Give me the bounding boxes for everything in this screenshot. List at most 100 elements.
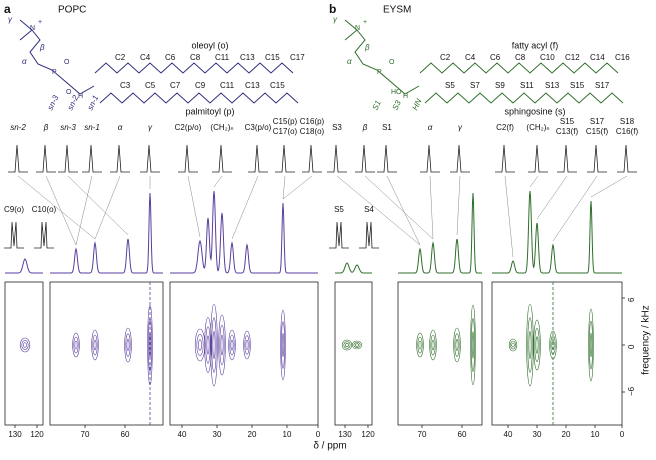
contour xyxy=(416,332,424,358)
contour xyxy=(219,324,225,366)
atom-label: HO xyxy=(391,89,402,96)
connector xyxy=(94,175,121,240)
inset-peak xyxy=(4,221,24,249)
carbon-label: C17 xyxy=(290,53,305,62)
mini-peak xyxy=(82,144,102,173)
contour xyxy=(210,303,218,387)
x-tick-label: 40 xyxy=(504,430,513,439)
contour xyxy=(229,334,235,356)
headgroup-label: γ xyxy=(333,15,338,24)
contour xyxy=(429,329,437,361)
headgroup-label: γ xyxy=(8,15,13,24)
spectrum xyxy=(170,190,318,274)
mini-peak xyxy=(377,144,397,173)
peak-label: C2(p/o) xyxy=(175,123,202,132)
carbon-label: C16 xyxy=(615,53,630,62)
inset-peak xyxy=(329,221,349,249)
peak-label: C18(o) xyxy=(300,127,325,136)
contour xyxy=(23,342,27,348)
mini-peak xyxy=(212,144,232,173)
contour-box xyxy=(49,281,164,426)
backbone-label: S3 xyxy=(391,99,404,112)
carbon-label: C5 xyxy=(145,81,156,90)
contour xyxy=(218,314,226,376)
contour xyxy=(431,339,435,351)
mini-peak xyxy=(617,144,637,173)
headgroup-label: β xyxy=(364,43,370,52)
bond xyxy=(29,29,95,95)
contour xyxy=(589,320,593,370)
mini-peak xyxy=(178,144,198,173)
contour xyxy=(74,340,78,350)
atom-label: H xyxy=(403,93,408,100)
carbon-label: C13 xyxy=(245,81,260,90)
x-tick-label: 130 xyxy=(8,430,22,439)
x-tick-label: 10 xyxy=(283,430,292,439)
peak-label: C16(p) xyxy=(300,117,325,126)
mini-peak xyxy=(248,144,268,173)
contour-box xyxy=(334,281,373,426)
mini-peak xyxy=(557,144,577,173)
carbon-label: S15 xyxy=(570,81,585,90)
atom-label: O xyxy=(389,59,395,66)
contour xyxy=(212,331,216,359)
contour xyxy=(72,332,80,358)
carbon-label: S11 xyxy=(520,81,534,90)
x-tick-label: 40 xyxy=(178,430,187,439)
backbone-label: S1 xyxy=(371,99,383,112)
contour xyxy=(430,334,436,356)
carbon-label: C12 xyxy=(565,53,580,62)
carbon-label: C2 xyxy=(440,53,451,62)
chain-name: sphingosine (s) xyxy=(504,106,565,116)
mini-peak xyxy=(528,144,548,173)
contour xyxy=(470,304,476,386)
contour xyxy=(511,342,515,348)
connector xyxy=(213,175,223,188)
mini-peak xyxy=(36,144,56,173)
peak-label: S1 xyxy=(382,123,392,132)
carbon-label: C4 xyxy=(465,53,476,62)
peak-label: S18 xyxy=(620,117,635,126)
peak-label: C3(p/o) xyxy=(245,123,272,132)
contour xyxy=(589,332,593,358)
connector xyxy=(17,175,96,240)
atom-label: N xyxy=(30,25,35,32)
contour xyxy=(125,333,131,357)
peak-label: α xyxy=(118,123,123,132)
connector xyxy=(552,175,598,242)
contour xyxy=(417,336,423,354)
carbon-label: S17 xyxy=(595,81,610,90)
contour xyxy=(281,321,285,369)
contour xyxy=(198,339,202,351)
x-tick-label: 60 xyxy=(458,430,467,439)
contour xyxy=(126,339,130,351)
atom-label: P xyxy=(377,69,382,76)
contour xyxy=(281,333,285,357)
peak-label: γ xyxy=(458,123,463,132)
carbon-label: S13 xyxy=(545,81,560,90)
chain xyxy=(94,62,294,74)
carbon-label: C15 xyxy=(270,81,285,90)
carbon-label: C8 xyxy=(190,53,201,62)
contour xyxy=(341,339,353,351)
connector xyxy=(386,175,421,246)
contour xyxy=(92,334,98,356)
carbon-label: C9 xyxy=(195,81,206,90)
contour xyxy=(508,338,518,352)
x-tick-label: 70 xyxy=(418,430,427,439)
connector xyxy=(504,175,514,258)
connector xyxy=(282,175,286,200)
y-tick-label: 6 xyxy=(627,297,636,302)
carbon-label: C14 xyxy=(590,53,605,62)
spectrum xyxy=(335,262,372,274)
contour xyxy=(534,328,540,362)
backbone-label: sn-1 xyxy=(86,94,101,112)
mini-peak xyxy=(8,144,28,173)
carbon-label: C3 xyxy=(120,81,131,90)
carbon-label: C10 xyxy=(540,53,555,62)
connector xyxy=(67,175,129,236)
contour-box xyxy=(491,281,623,426)
contour xyxy=(418,340,422,350)
inset-peak xyxy=(359,221,379,249)
